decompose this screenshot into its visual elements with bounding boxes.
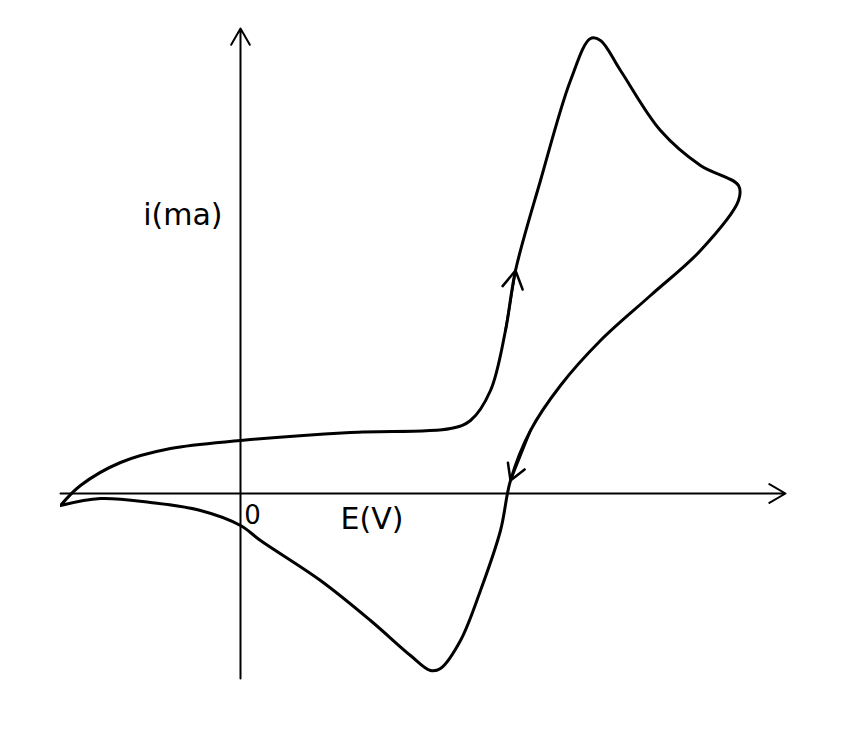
svg-text:E(V): E(V): [341, 501, 404, 536]
svg-text:i(ma): i(ma): [143, 197, 222, 232]
svg-text:0: 0: [244, 500, 261, 530]
